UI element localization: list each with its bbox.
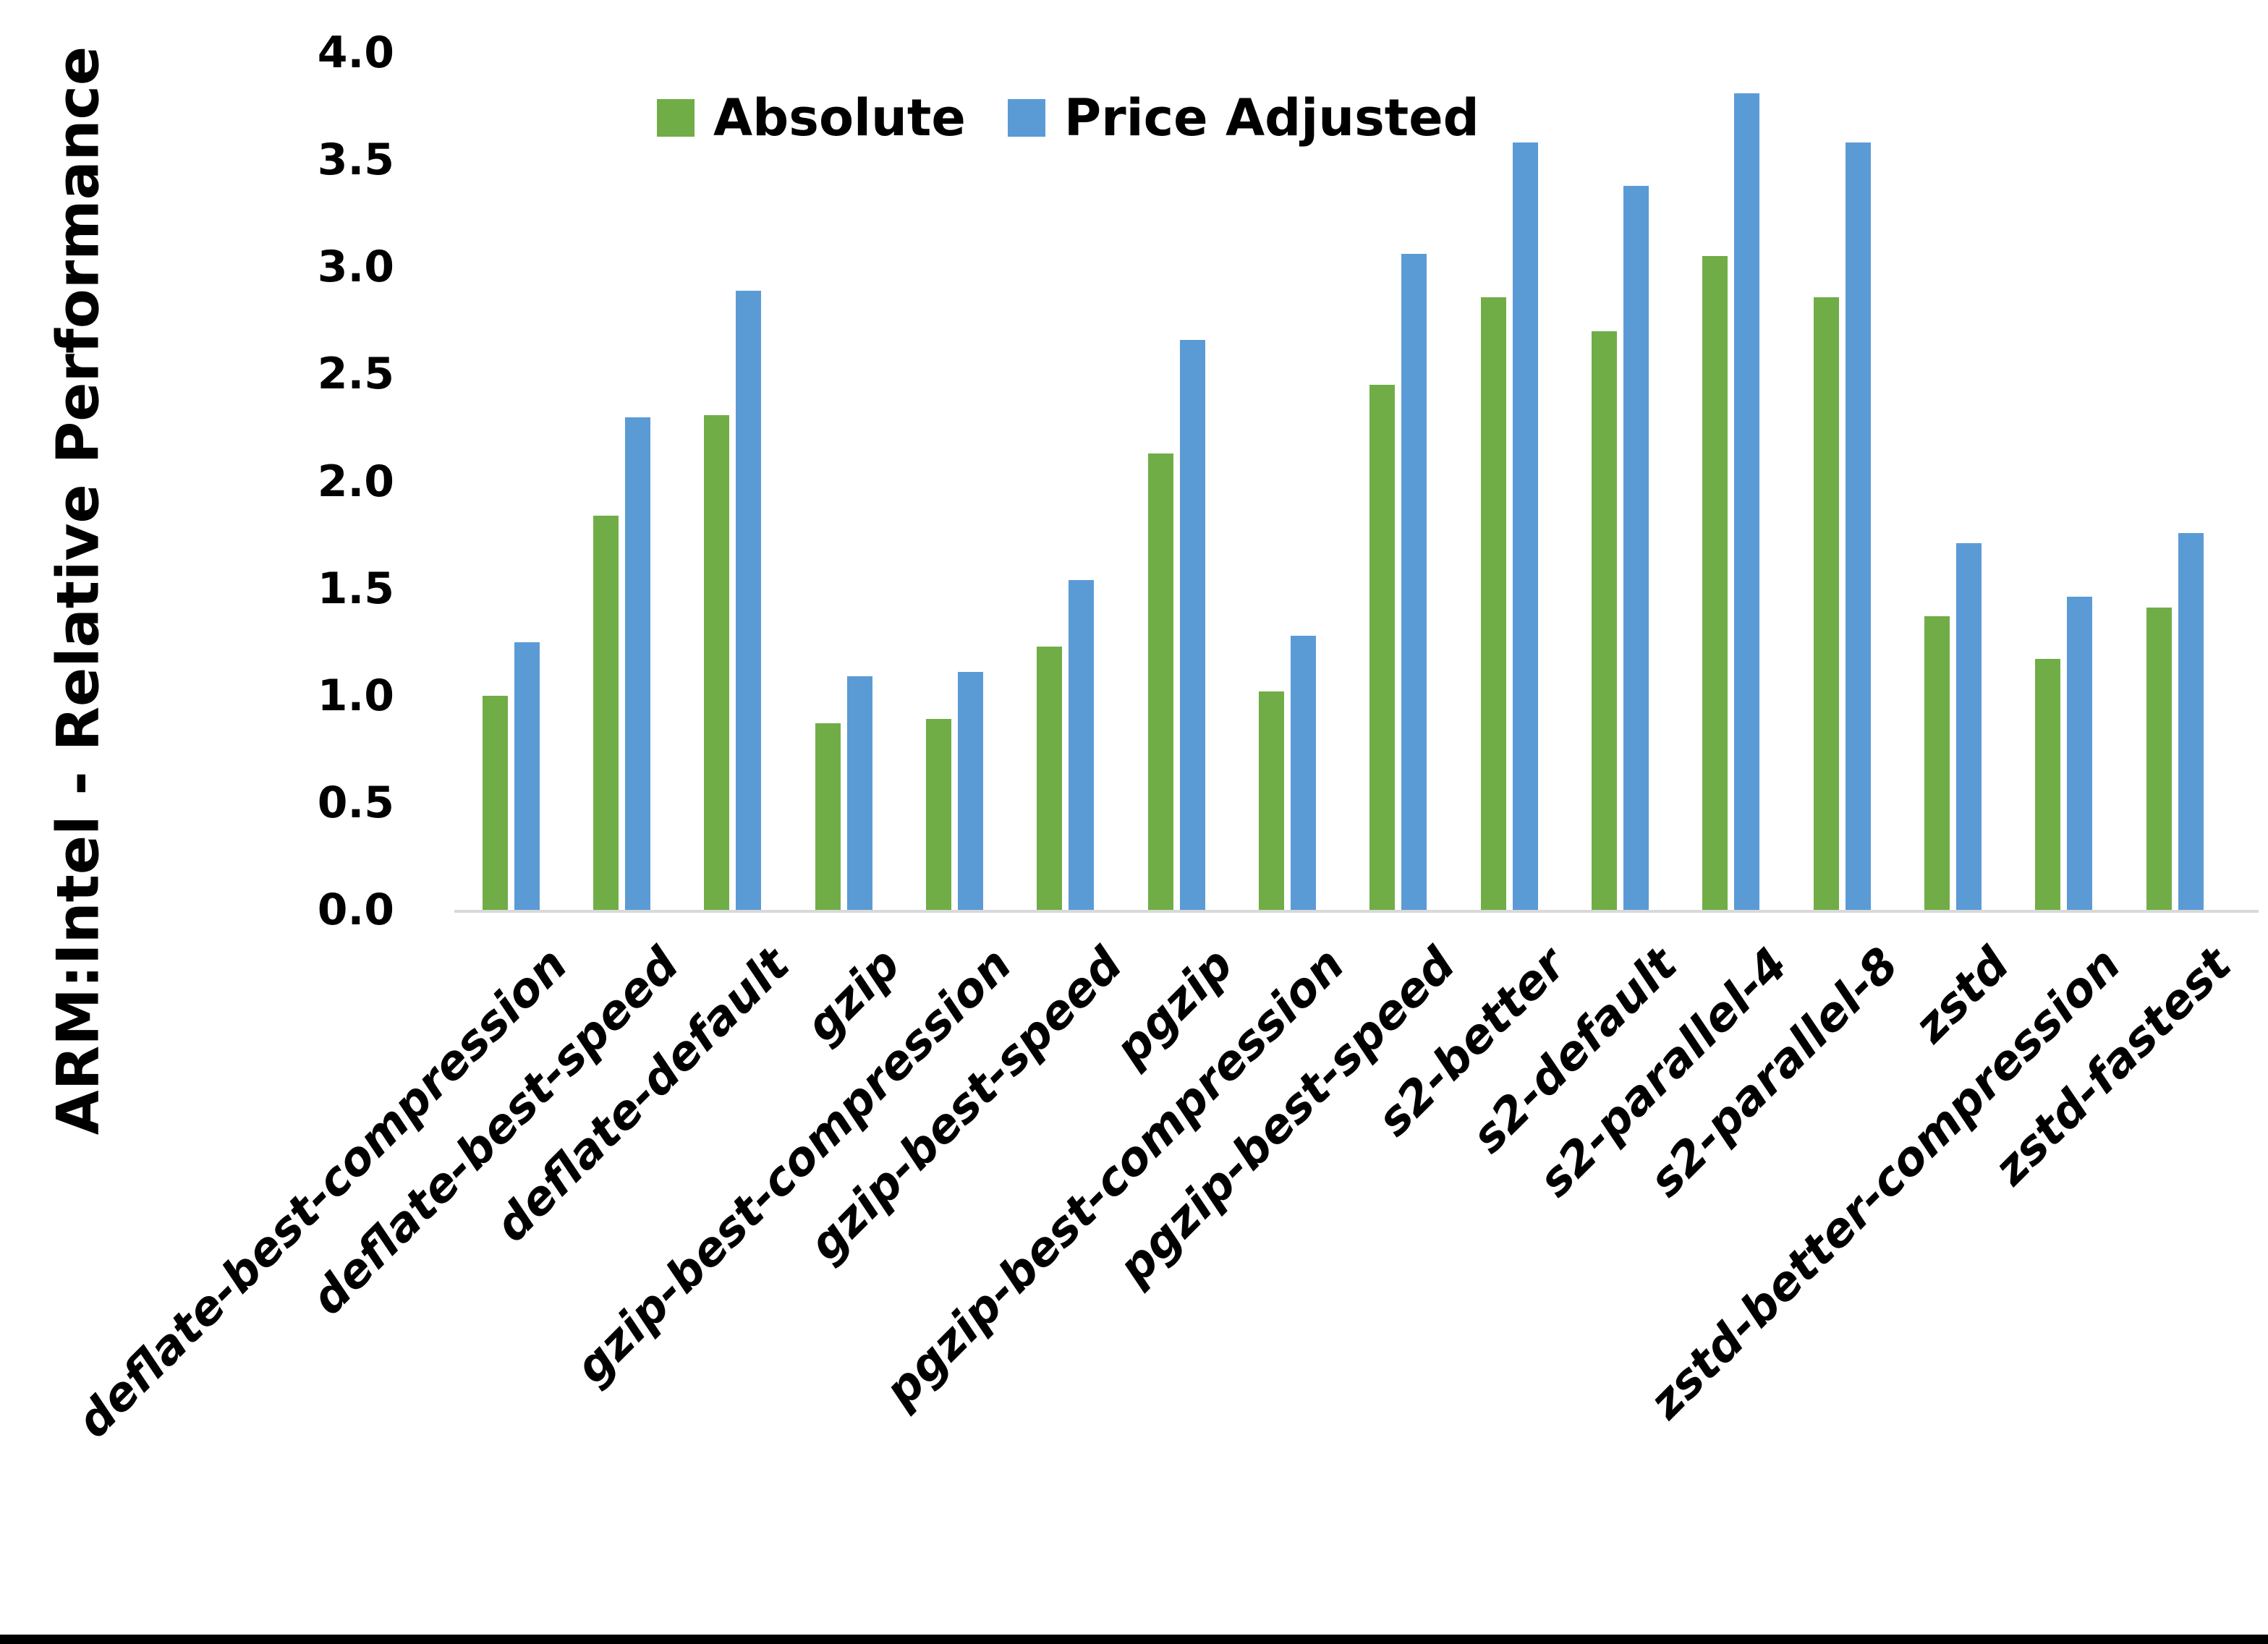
bar-price-adjusted-gzip-best-compression <box>958 672 983 910</box>
bar-absolute-zstd <box>1924 616 1950 910</box>
bar-absolute-s2-parallel-4 <box>1702 256 1728 910</box>
bar-price-adjusted-deflate-best-speed <box>625 417 650 910</box>
bar-price-adjusted-zstd-better-compression <box>2067 597 2092 910</box>
y-axis-tick-label: 2.0 <box>317 456 394 507</box>
chart-legend: Absolute Price Adjusted <box>657 93 1479 143</box>
bar-price-adjusted-pgzip-best-speed <box>1401 254 1427 910</box>
bar-absolute-deflate-best-speed <box>593 516 619 910</box>
bar-absolute-gzip <box>815 723 841 910</box>
bar-absolute-pgzip-best-compression <box>1259 691 1284 910</box>
x-axis-line <box>454 910 2259 913</box>
bar-price-adjusted-s2-default <box>1623 186 1649 910</box>
bottom-border <box>0 1635 2268 1644</box>
y-axis-tick-label: 4.0 <box>317 27 394 78</box>
y-axis-tick-label: 2.5 <box>317 349 394 400</box>
bar-absolute-pgzip-best-speed <box>1369 385 1395 910</box>
bar-price-adjusted-zstd <box>1956 543 1982 910</box>
bar-price-adjusted-pgzip-best-compression <box>1291 636 1316 910</box>
bar-price-adjusted-gzip-best-speed <box>1069 580 1094 910</box>
legend-swatch-price-adjusted <box>1007 99 1045 137</box>
bar-price-adjusted-gzip <box>847 676 872 910</box>
bar-price-adjusted-s2-better <box>1513 142 1538 910</box>
y-axis-tick-label: 0.5 <box>317 777 394 828</box>
bar-absolute-s2-parallel-8 <box>1814 297 1839 910</box>
legend-label-price-adjusted: Price Adjusted <box>1063 88 1479 148</box>
y-axis-tick-label: 3.5 <box>317 135 394 186</box>
bar-absolute-zstd-fastest <box>2146 608 2172 910</box>
bar-price-adjusted-deflate-default <box>736 291 761 910</box>
bar-absolute-deflate-best-compression <box>483 696 508 910</box>
bar-absolute-gzip-best-speed <box>1037 647 1062 910</box>
bar-absolute-gzip-best-compression <box>926 719 951 910</box>
bar-price-adjusted-zstd-fastest <box>2178 533 2204 910</box>
y-axis-tick-label: 0.0 <box>317 885 394 935</box>
legend-swatch-absolute <box>657 99 695 137</box>
bar-price-adjusted-s2-parallel-8 <box>1846 142 1871 910</box>
bar-absolute-s2-better <box>1481 297 1506 910</box>
bar-absolute-deflate-default <box>704 415 729 910</box>
y-axis-tick-label: 1.5 <box>317 563 394 614</box>
bar-absolute-s2-default <box>1592 331 1617 910</box>
bar-price-adjusted-pgzip <box>1180 340 1205 910</box>
bar-absolute-zstd-better-compression <box>2035 659 2060 910</box>
y-axis-tick-label: 1.0 <box>317 670 394 721</box>
bar-price-adjusted-s2-parallel-4 <box>1734 93 1759 910</box>
legend-item-price-adjusted: Price Adjusted <box>1007 88 1479 148</box>
legend-item-absolute: Absolute <box>657 93 966 143</box>
y-axis-title: ARM:Intel - Relative Performance <box>44 46 112 1136</box>
y-axis-tick-label: 3.0 <box>317 242 394 293</box>
bar-absolute-pgzip <box>1148 453 1173 910</box>
legend-label-absolute: Absolute <box>713 88 966 148</box>
bar-price-adjusted-deflate-best-compression <box>514 642 540 910</box>
